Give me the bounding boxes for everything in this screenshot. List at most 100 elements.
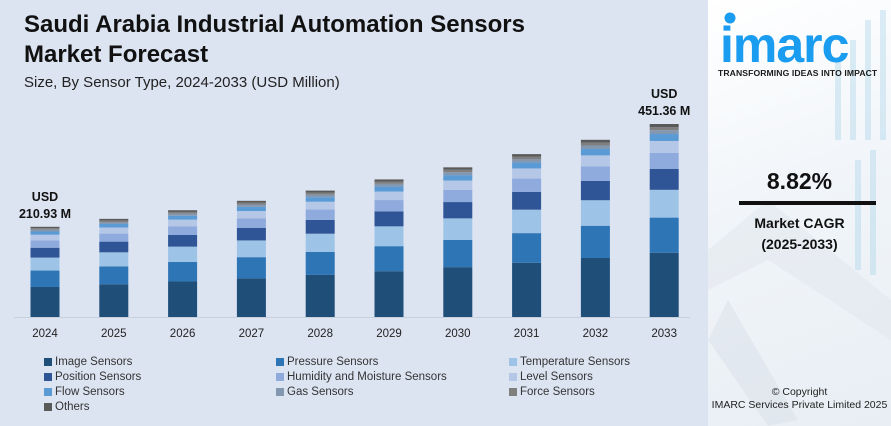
title-line-2: Market Forecast [24,41,209,68]
bar-segment-gas-sensors [30,229,60,232]
cagr-label-line-2: (2025-2033) [761,236,838,252]
bar-segment-others [236,200,266,203]
legend-item: Temperature Sensors [509,356,630,368]
bar-segment-force-sensors [512,156,542,160]
bar-2024 [30,226,60,317]
legend-item: Gas Sensors [276,386,353,398]
bar-segment-flow-sensors [580,149,610,156]
bar-segment-position-sensors [168,234,198,247]
bar-segment-pressure-sensors [580,225,610,258]
x-tick-label: 2032 [583,328,609,340]
x-tick-label: 2025 [101,328,127,340]
bar-segment-humidity-and-moisture-sensors [374,200,404,212]
bar-segment-others [649,124,679,128]
legend-label: Flow Sensors [55,386,125,398]
bar-segment-force-sensors [236,202,266,205]
legend-item: Others [44,401,90,413]
bar-segment-others [580,139,610,143]
bar-segment-position-sensors [649,168,679,190]
bar-segment-level-sensors [99,227,129,234]
legend-label: Others [55,401,90,413]
bar-2029 [374,179,404,317]
bar-segment-level-sensors [580,155,610,167]
bar-segment-temperature-sensors [305,233,335,252]
x-tick-label: 2030 [445,328,471,340]
legend-swatch [276,358,284,366]
bar-segment-pressure-sensors [649,217,679,253]
bar-segment-position-sensors [580,180,610,201]
legend-item: Position Sensors [44,371,141,383]
cagr-label: Market CAGR (2025-2033) [708,213,891,255]
logo-text: imarc [720,17,849,73]
bar-segment-image-sensors [99,284,129,317]
legend-swatch [276,373,284,381]
background-decoration [708,10,891,426]
legend-swatch [44,403,52,411]
bar-segment-position-sensors [443,202,473,219]
x-tick-label: 2033 [651,328,677,340]
bar-segment-image-sensors [512,262,542,317]
bar-segment-gas-sensors [443,172,473,176]
bar-segment-flow-sensors [236,206,266,212]
legend-swatch [509,358,517,366]
bar-2031 [512,154,542,317]
x-tick-label: 2024 [32,328,58,340]
bar-segment-gas-sensors [168,213,198,216]
bar-segment-temperature-sensors [168,246,198,263]
cagr-label-line-1: Market CAGR [754,215,845,231]
bar-segment-others [512,154,542,157]
bar-segment-flow-sensors [168,215,198,220]
bar-segment-position-sensors [512,191,542,210]
bar-segment-humidity-and-moisture-sensors [30,240,60,248]
bar-segment-level-sensors [649,140,679,153]
legend-swatch [509,373,517,381]
bar-segment-flow-sensors [305,197,335,202]
bar-segment-image-sensors [305,274,335,317]
bar-segment-gas-sensors [512,159,542,163]
legend-label: Force Sensors [520,386,595,398]
legend-label: Gas Sensors [287,386,354,398]
bar-segment-level-sensors [305,201,335,210]
bar-2030 [443,167,473,317]
legend-item: Pressure Sensors [276,356,378,368]
bar-segment-pressure-sensors [99,266,129,285]
bar-segment-force-sensors [374,181,404,184]
bar-segment-image-sensors [443,267,473,317]
bar-segment-others [30,226,60,229]
legend-swatch [44,358,52,366]
bar-segment-humidity-and-moisture-sensors [168,226,198,235]
bar-segment-temperature-sensors [374,226,404,247]
bar-segment-humidity-and-moisture-sensors [580,166,610,181]
bar-segment-image-sensors [649,252,679,317]
legend-label: Image Sensors [55,356,133,368]
copyright: © Copyright IMARC Services Private Limit… [708,386,891,412]
bar-segment-level-sensors [236,211,266,219]
legend-item: Flow Sensors [44,386,125,398]
cagr-divider [739,201,876,205]
bar-segment-pressure-sensors [305,251,335,275]
bar-segment-pressure-sensors [236,257,266,279]
bar-segment-level-sensors [512,168,542,179]
bar-segment-flow-sensors [443,175,473,181]
bar-segment-temperature-sensors [30,257,60,271]
bar-segment-level-sensors [30,234,60,241]
total-label-currency: USD [32,190,58,204]
bar-segment-force-sensors [443,169,473,173]
legend-label: Pressure Sensors [287,356,379,368]
bar-segment-image-sensors [30,286,60,317]
bar-segment-temperature-sensors [236,240,266,258]
bar-2033 [649,124,679,317]
total-label-value: 210.93 M [19,207,71,221]
bar-segment-force-sensors [99,220,129,223]
legend-swatch [276,388,284,396]
bar-segment-gas-sensors [580,145,610,150]
legend-item: Force Sensors [509,386,595,398]
total-label-value: 451.36 M [638,104,690,118]
bar-segment-pressure-sensors [374,246,404,272]
bar-segment-others [374,179,404,182]
legend-label: Level Sensors [520,371,593,383]
legend-label: Humidity and Moisture Sensors [287,371,447,383]
legend-label: Temperature Sensors [520,356,630,368]
bar-segment-humidity-and-moisture-sensors [236,218,266,228]
bar-2032 [580,139,610,317]
